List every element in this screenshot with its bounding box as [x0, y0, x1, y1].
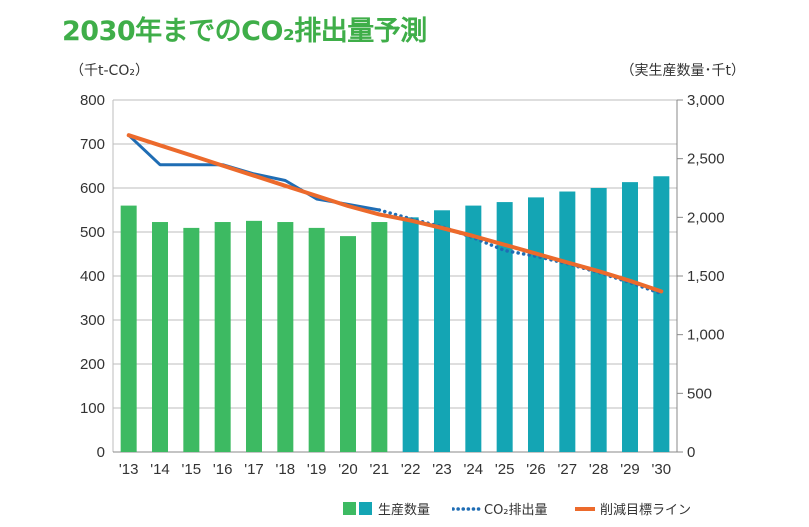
right-axis-tick: 1,000: [687, 327, 725, 344]
legend-actual-swatch: [343, 502, 356, 515]
right-axis-tick: 2,000: [687, 209, 725, 226]
left-axis-tick: 400: [80, 268, 105, 285]
left-axis-tick: 200: [80, 356, 105, 373]
legend-target-swatch: [575, 506, 595, 511]
x-axis-tick: '26: [526, 461, 546, 478]
x-axis-tick: '20: [338, 461, 358, 478]
x-axis-tick: '24: [464, 461, 484, 478]
right-axis-tick: 1,500: [687, 268, 725, 285]
right-axis-tick: 500: [687, 385, 712, 402]
production-bar: [528, 197, 544, 452]
production-bar: [559, 191, 576, 452]
target-line: [126, 133, 664, 294]
right-axis-unit: （実生産数量･千t）: [620, 63, 746, 79]
left-axis-tick: 300: [80, 312, 105, 329]
production-bar: [590, 188, 607, 452]
production-bar: [183, 227, 200, 452]
legend-target-label: 削減目標ライン: [600, 503, 692, 518]
production-bar: [308, 227, 325, 452]
x-axis-tick: '21: [370, 461, 390, 478]
x-axis-tick: '18: [276, 461, 296, 478]
x-axis-tick: '25: [495, 461, 515, 478]
x-axis-tick: '28: [589, 461, 609, 478]
right-axis-tick: 0: [687, 444, 695, 461]
left-axis-tick: 600: [80, 180, 105, 197]
left-axis-tick: 800: [80, 92, 105, 109]
production-bar: [214, 222, 231, 452]
left-axis-unit: （千t-CO₂）: [70, 63, 149, 79]
legend-production: 生産数量: [343, 499, 430, 518]
x-axis-tick: '27: [558, 461, 578, 478]
production-bar: [434, 210, 450, 452]
legend-target: 削減目標ライン: [575, 499, 691, 518]
x-axis-tick: '22: [401, 461, 421, 478]
production-bar: [371, 222, 388, 452]
production-bar: [402, 217, 419, 452]
production-bar: [277, 222, 294, 452]
production-bar: [496, 202, 513, 452]
production-bar: [465, 205, 482, 452]
x-axis-tick: '19: [307, 461, 327, 478]
x-axis-tick: '30: [652, 461, 672, 478]
production-bar: [653, 176, 670, 452]
chart-title: 2030年までのCO₂排出量予測: [62, 16, 427, 47]
production-bar: [622, 182, 638, 452]
production-bar: [340, 236, 356, 452]
legend-emissions-swatch: [452, 506, 482, 511]
x-axis-tick: '13: [119, 461, 139, 478]
production-bar: [120, 205, 137, 452]
legend-emissions-label: CO₂排出量: [484, 503, 548, 518]
legend-emissions: CO₂排出量: [452, 499, 548, 518]
x-axis-tick: '17: [244, 461, 264, 478]
right-axis-tick: 3,000: [687, 92, 725, 109]
production-bar: [246, 220, 262, 452]
left-axis-tick: 500: [80, 224, 105, 241]
x-axis-tick: '15: [182, 461, 202, 478]
x-axis-tick: '14: [150, 461, 170, 478]
left-axis-tick: 700: [80, 136, 105, 153]
legend-production-label: 生産数量: [378, 503, 431, 518]
production-bar: [152, 222, 168, 452]
left-axis-tick: 0: [97, 444, 105, 461]
right-axis-tick: 2,500: [687, 151, 725, 168]
x-axis-tick: '23: [432, 461, 452, 478]
left-axis-tick: 100: [80, 400, 105, 417]
x-axis-tick: '29: [620, 461, 640, 478]
legend-forecast-swatch: [359, 502, 372, 515]
x-axis-tick: '16: [213, 461, 233, 478]
